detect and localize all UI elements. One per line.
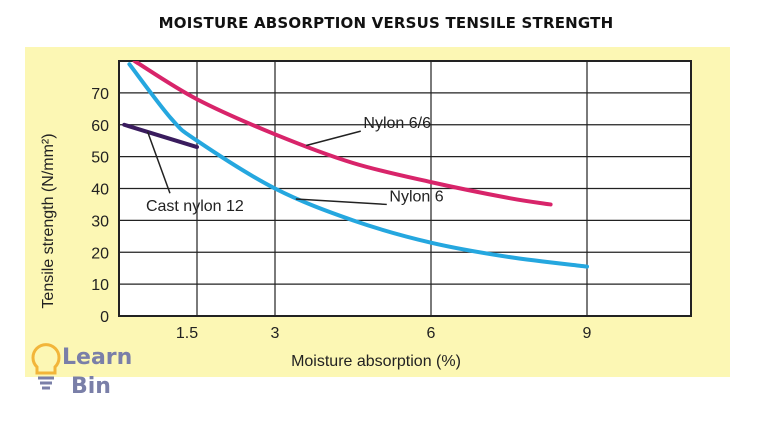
lightbulb-icon [31, 343, 61, 390]
series-layer [122, 61, 589, 269]
leader-line-nylon-6 [295, 198, 387, 206]
learnbin-logo: Learn Bin [31, 343, 132, 399]
y-axis-title: Tensile strength (N/mm²) [40, 133, 57, 308]
x-tick-label: 9 [583, 325, 592, 342]
y-tick-label: 50 [91, 150, 109, 167]
series-line-cast-nylon-12 [122, 122, 199, 150]
y-tick-label: 20 [91, 245, 109, 262]
series-line-nylon-6-6 [132, 61, 553, 207]
grid [119, 61, 691, 316]
x-tick-label: 1.5 [176, 325, 198, 342]
series-label-nylon-6-6: Nylon 6/6 [363, 115, 431, 132]
line-chart: 0 10 20 30 40 50 60 70 1.5 3 6 9 Nylon 6/6 Nylon 6 Ca… [40, 60, 692, 370]
chart-title: MOISTURE ABSORPTION VERSUS TENSILE STREN… [158, 14, 614, 32]
y-tick-label: 40 [91, 182, 109, 199]
tick-labels: 0 10 20 30 40 50 60 70 1.5 3 6 9 [91, 86, 591, 342]
y-tick-label: 0 [100, 309, 109, 326]
series-label-nylon-6: Nylon 6 [389, 188, 443, 205]
series-label-cast-nylon-12: Cast nylon 12 [146, 198, 244, 215]
annotations: Nylon 6/6 Nylon 6 Cast nylon 12 [146, 115, 444, 215]
series-line-nylon-6 [127, 62, 589, 269]
logo-text-learn: Learn [62, 345, 132, 370]
logo-text-bin: Bin [71, 374, 111, 399]
x-axis-title: Moisture absorption (%) [291, 353, 461, 370]
leader-line-nylon-6-6 [306, 130, 361, 147]
y-tick-label: 70 [91, 86, 109, 103]
y-tick-label: 30 [91, 213, 109, 230]
leader-line-cast-nylon-12 [146, 131, 171, 194]
y-tick-label: 10 [91, 277, 109, 294]
chart-panel: 0 10 20 30 40 50 60 70 1.5 3 6 9 Nylon 6/6 Nylon 6 Ca… [25, 47, 730, 377]
y-tick-label: 60 [91, 118, 109, 135]
x-tick-label: 6 [427, 325, 436, 342]
x-tick-label: 3 [271, 325, 280, 342]
